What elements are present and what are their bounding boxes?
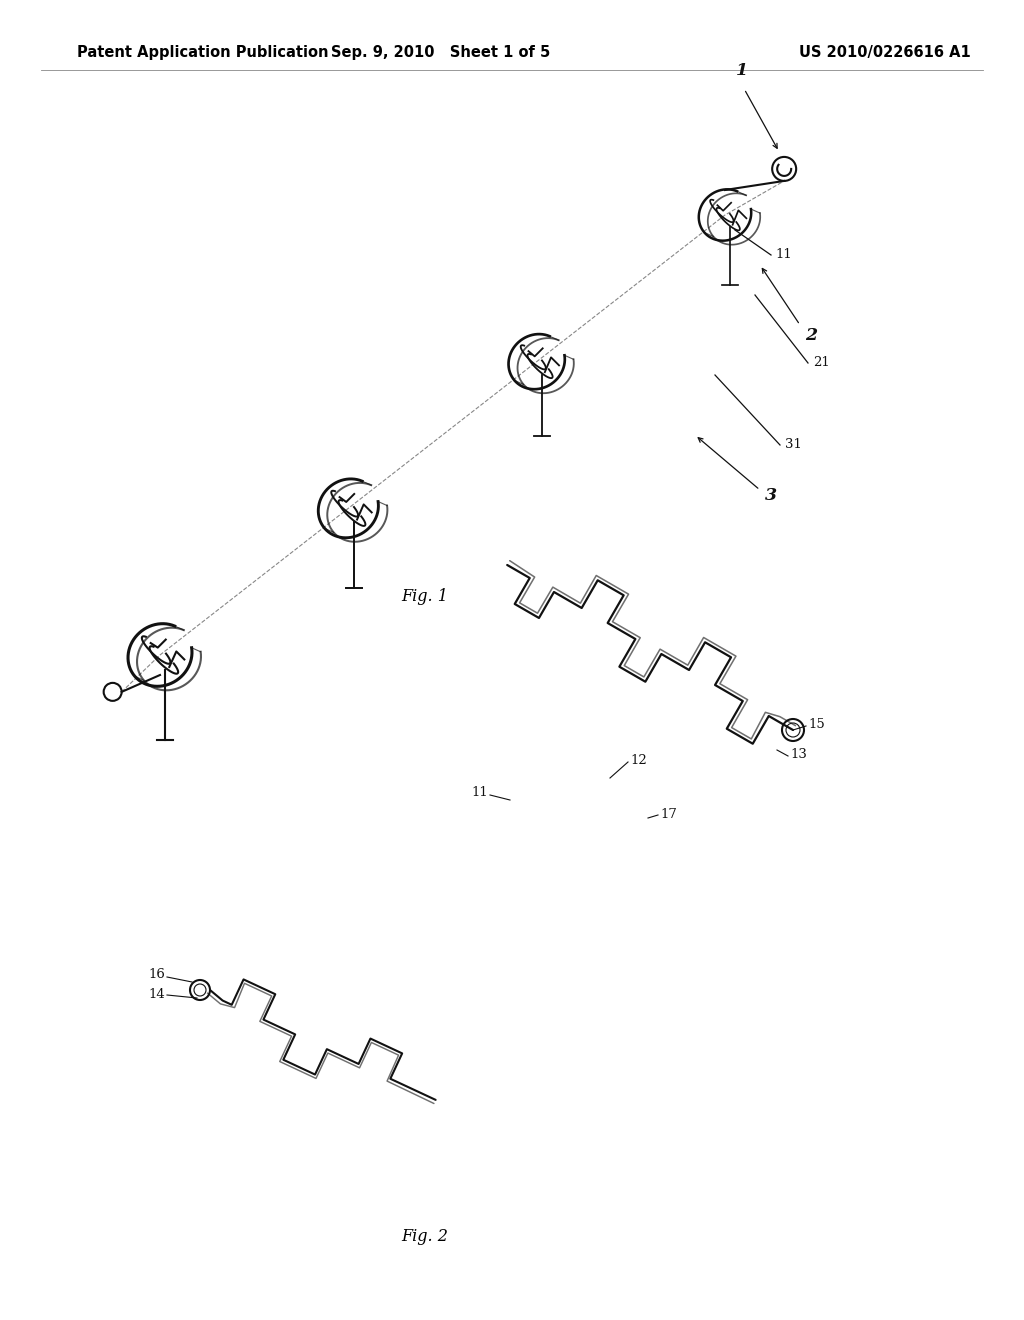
Text: 17: 17 [660,808,677,821]
Text: 3: 3 [765,487,777,503]
Text: Patent Application Publication: Patent Application Publication [77,45,329,61]
Text: Fig. 1: Fig. 1 [401,589,449,605]
Text: 11: 11 [775,248,792,261]
Text: 12: 12 [630,754,647,767]
Text: 13: 13 [790,747,807,760]
Text: Fig. 2: Fig. 2 [401,1229,449,1245]
Text: 14: 14 [148,987,165,1001]
Text: US 2010/0226616 A1: US 2010/0226616 A1 [799,45,971,61]
Text: 15: 15 [808,718,824,731]
Text: Sep. 9, 2010   Sheet 1 of 5: Sep. 9, 2010 Sheet 1 of 5 [331,45,550,61]
Text: 16: 16 [148,969,165,982]
Text: 11: 11 [471,787,488,800]
Text: 1: 1 [736,62,749,79]
Text: 31: 31 [785,438,802,451]
Text: 21: 21 [813,356,829,370]
Text: 2: 2 [805,326,817,343]
